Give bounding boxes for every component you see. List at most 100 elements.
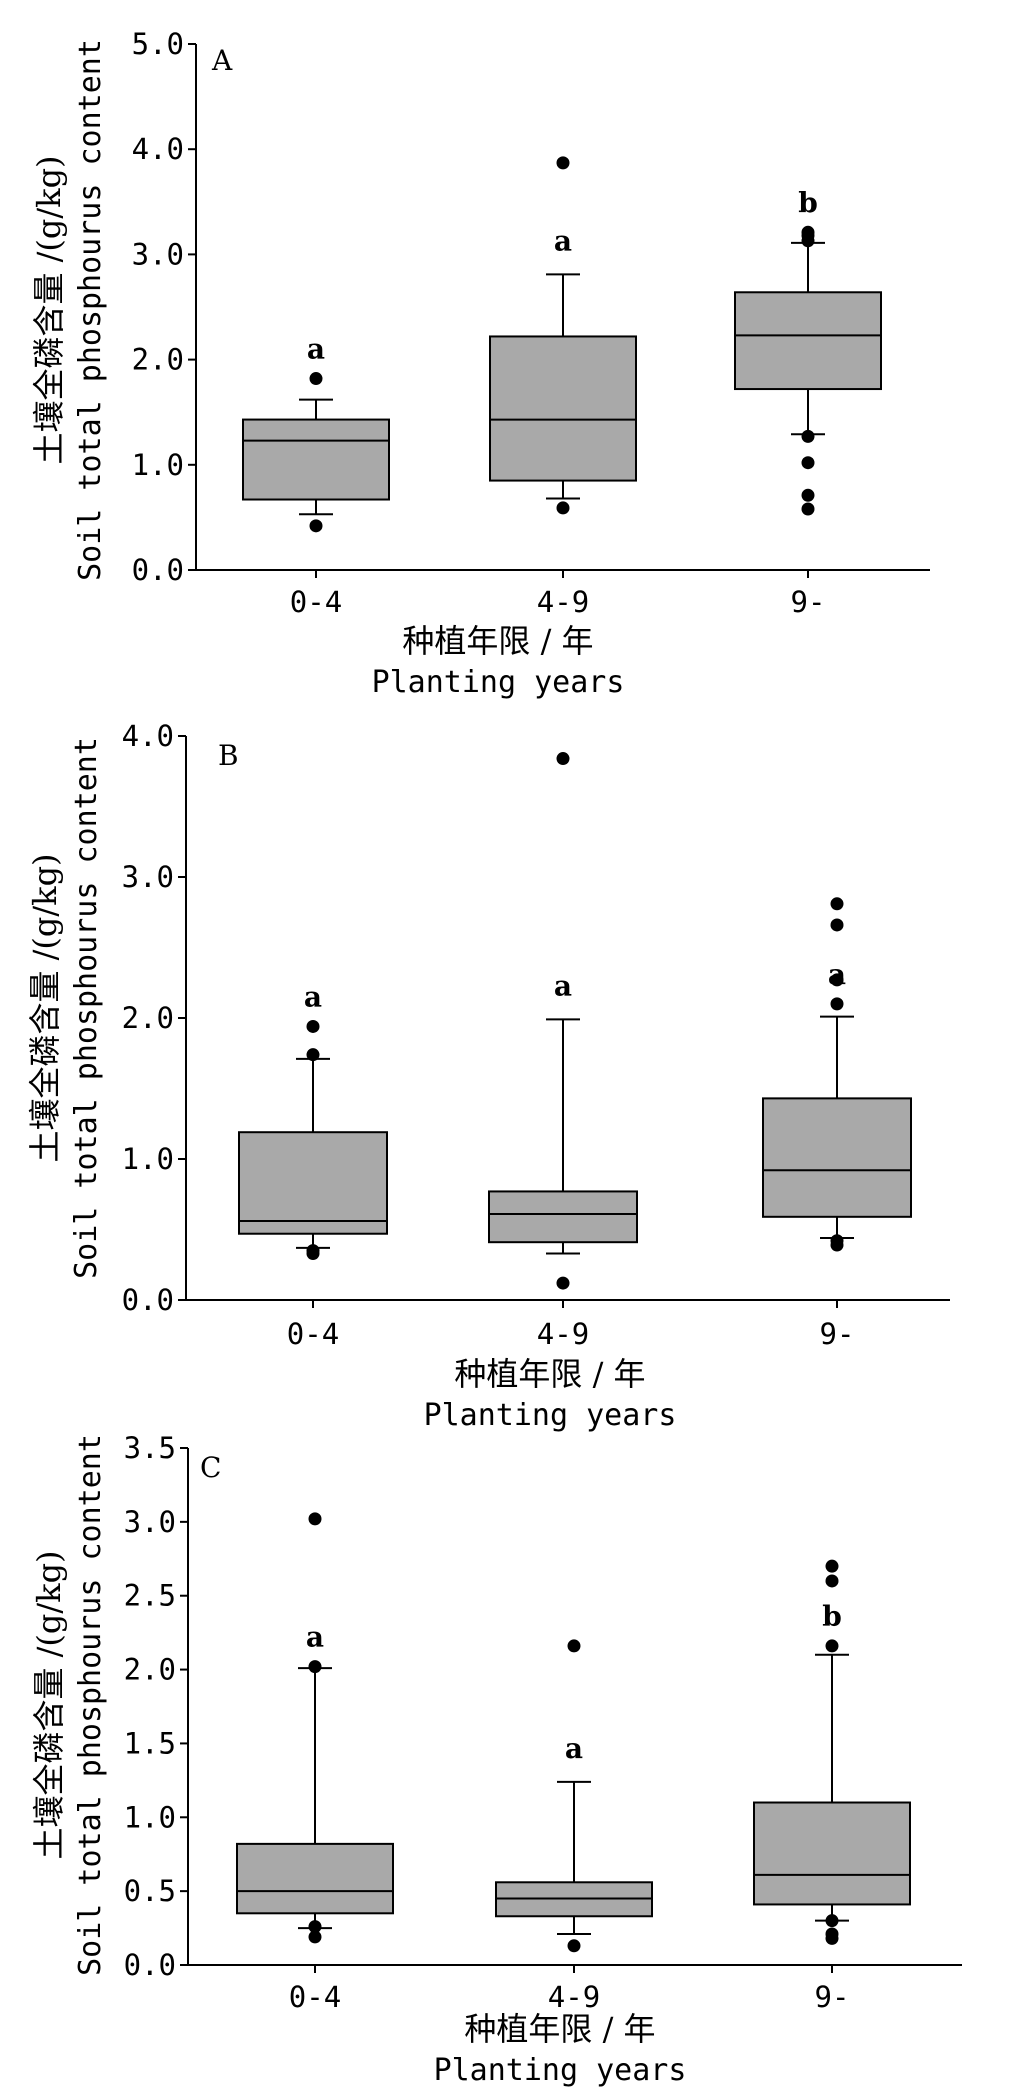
x-tick-label: 0-4 xyxy=(287,1317,339,1351)
x-tick-label: 9- xyxy=(820,1317,855,1351)
outlier-point xyxy=(830,997,844,1011)
significance-letter: a xyxy=(307,333,325,366)
outlier-point xyxy=(308,1660,322,1674)
y-tick-label: 0.0 xyxy=(122,1283,174,1317)
outlier-point xyxy=(830,918,844,932)
x-axis-label-cn: 种植年限 / 年 xyxy=(402,622,593,660)
significance-letter: a xyxy=(565,1732,583,1765)
y-tick-label: 0.5 xyxy=(124,1874,176,1908)
iqr-box xyxy=(753,1801,911,1906)
box-9-: b xyxy=(753,1559,911,1945)
x-tick-label: 9- xyxy=(815,1980,850,2014)
y-tick-label: 1.0 xyxy=(122,1142,174,1176)
x-tick-label: 4-9 xyxy=(537,585,589,619)
outlier-point xyxy=(309,372,323,386)
outlier-point xyxy=(556,501,570,515)
outlier-point xyxy=(556,156,570,170)
outlier-point xyxy=(825,1559,839,1573)
x-axis-label-en: Planting years xyxy=(434,2053,687,2088)
outlier-point xyxy=(556,1276,570,1290)
boxplot-panel-b: 0.0 1.0 2.0 3.0 4.0 0-4 4-9 9- Ba a a 种植年限 / 年 Plant… xyxy=(26,719,950,1433)
outlier-point xyxy=(830,973,844,987)
y-tick-label: 2.5 xyxy=(124,1579,176,1613)
iqr-box xyxy=(238,1131,388,1235)
box-9-: a xyxy=(762,897,912,1252)
y-tick-label: 0.0 xyxy=(124,1948,176,1982)
y-tick-label: 2.0 xyxy=(132,343,184,377)
significance-letter: b xyxy=(798,186,818,219)
y-axis-label-cn: 土壤全磷含量 /(g/kg) xyxy=(30,155,68,464)
y-tick-label: 1.0 xyxy=(132,448,184,482)
x-tick-label: 0-4 xyxy=(290,585,342,619)
y-tick-label: 3.0 xyxy=(122,860,174,894)
outlier-point xyxy=(308,1920,322,1934)
x-tick-label: 4-9 xyxy=(537,1317,589,1351)
y-tick-label: 2.0 xyxy=(122,1001,174,1035)
y-axis-label-en: Soil total phosphourus content xyxy=(69,737,104,1279)
y-tick-label: 2.0 xyxy=(124,1653,176,1687)
x-axis-label-en: Planting years xyxy=(424,1398,677,1433)
panel-tag: B xyxy=(218,739,239,772)
outlier-point xyxy=(825,1927,839,1941)
box-0-4: a xyxy=(242,333,390,533)
outlier-point xyxy=(801,488,815,502)
iqr-box xyxy=(489,335,637,482)
iqr-box xyxy=(762,1097,912,1218)
significance-letter: a xyxy=(828,958,846,991)
iqr-box xyxy=(242,418,390,501)
outlier-point xyxy=(830,1234,844,1248)
box-9-: b xyxy=(734,186,882,516)
y-tick-label: 3.5 xyxy=(124,1431,176,1465)
outlier-point xyxy=(308,1512,322,1526)
box-0-4: a xyxy=(238,980,388,1260)
x-axis-label-en: Planting years xyxy=(372,665,625,700)
x-tick-label: 9- xyxy=(791,585,826,619)
boxplot-panel-c: 0.0 0.5 1.0 1.5 2.0 2.5 3.0 3.5 0-4 4-9 9- Ca a b 种植年限… xyxy=(30,1431,962,2088)
iqr-box xyxy=(488,1190,638,1244)
significance-letter: a xyxy=(304,980,322,1013)
y-tick-label: 4.0 xyxy=(132,132,184,166)
significance-letter: b xyxy=(822,1600,842,1633)
x-tick-label: 0-4 xyxy=(289,1980,341,2014)
y-tick-label: 4.0 xyxy=(122,719,174,753)
x-axis-label-cn: 种植年限 / 年 xyxy=(464,2010,655,2048)
outlier-point xyxy=(801,225,815,239)
outlier-point xyxy=(825,1574,839,1588)
outlier-point xyxy=(306,1048,320,1062)
y-axis-label-en: Soil total phosphourus content xyxy=(73,1434,108,1976)
panel-tag: A xyxy=(211,44,233,77)
outlier-point xyxy=(556,752,570,766)
outlier-point xyxy=(567,1939,581,1953)
box-0-4: a xyxy=(236,1512,394,1944)
x-axis-label-cn: 种植年限 / 年 xyxy=(454,1355,645,1393)
y-axis-label-cn: 土壤全磷含量 /(g/kg) xyxy=(26,853,64,1162)
box-4-9: a xyxy=(488,752,638,1290)
boxplot-panel-a: 0.0 1.0 2.0 3.0 4.0 5.0 0-4 4-9 9- Aa a b 种植年限 / 年 Pl… xyxy=(30,27,930,700)
significance-letter: a xyxy=(554,969,572,1002)
outlier-point xyxy=(567,1639,581,1653)
outlier-point xyxy=(308,1930,322,1944)
outlier-point xyxy=(801,502,815,516)
y-tick-label: 0.0 xyxy=(132,553,184,587)
box-4-9: a xyxy=(495,1639,653,1953)
outlier-point xyxy=(830,897,844,911)
iqr-box xyxy=(236,1842,394,1915)
significance-letter: a xyxy=(554,224,572,257)
y-axis-label-en: Soil total phosphourus content xyxy=(73,39,108,581)
y-tick-label: 5.0 xyxy=(132,27,184,61)
y-tick-label: 3.0 xyxy=(132,237,184,271)
panel-tag: C xyxy=(200,1451,221,1484)
outlier-point xyxy=(306,1244,320,1258)
significance-letter: a xyxy=(306,1621,324,1654)
x-tick-label: 4-9 xyxy=(548,1980,600,2014)
box-4-9: a xyxy=(489,156,637,515)
outlier-point xyxy=(801,429,815,443)
outlier-point xyxy=(309,519,323,533)
y-tick-label: 1.5 xyxy=(124,1726,176,1760)
outlier-point xyxy=(825,1639,839,1653)
outlier-point xyxy=(306,1019,320,1033)
outlier-point xyxy=(801,456,815,470)
y-axis-label-cn: 土壤全磷含量 /(g/kg) xyxy=(30,1550,68,1859)
outlier-point xyxy=(825,1914,839,1928)
